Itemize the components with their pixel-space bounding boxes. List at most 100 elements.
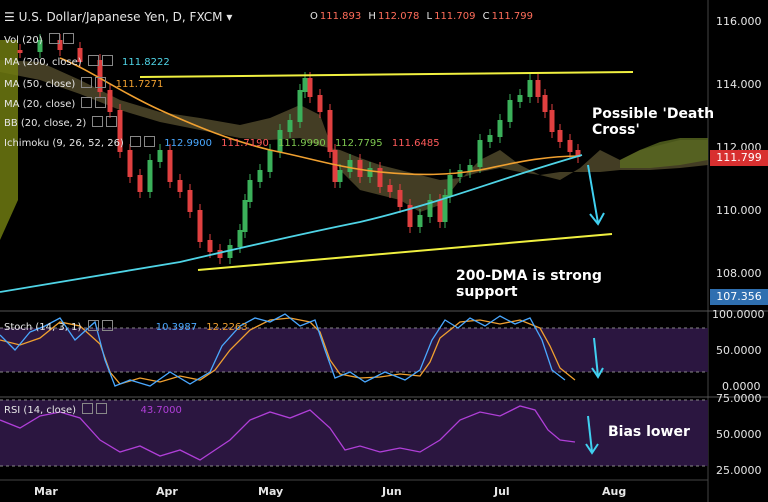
close-icon[interactable] [101, 55, 113, 66]
settings-icon[interactable] [87, 320, 99, 331]
candle-body [437, 200, 443, 222]
candle-body [127, 150, 133, 177]
close-icon[interactable] [62, 33, 74, 44]
support-trendline [197, 233, 613, 271]
close-icon[interactable] [101, 320, 113, 331]
candle-body [347, 160, 353, 172]
ichimoku-cloud-green [620, 138, 708, 168]
settings-icon[interactable] [130, 136, 142, 147]
candle-body [227, 245, 233, 258]
settings-icon[interactable] [87, 55, 99, 66]
close-icon[interactable] [96, 403, 108, 414]
candle-body [542, 95, 548, 112]
candle-body [247, 180, 253, 202]
close-icon[interactable] [95, 77, 107, 88]
close-icon[interactable] [106, 116, 118, 127]
ohlc-open-label: O [310, 11, 318, 22]
support-line-1: 200-DMA is strong [456, 268, 602, 284]
stoch-tick-100: 100.0000 [712, 308, 765, 321]
candle-body [207, 240, 213, 252]
x-tick-apr: Apr [156, 485, 178, 498]
settings-icon[interactable] [48, 33, 60, 44]
menu-icon[interactable]: ☰ [4, 10, 15, 24]
rsi-line [0, 405, 576, 461]
x-tick-aug: Aug [602, 485, 627, 498]
ohlc-high-label: H [368, 11, 376, 22]
candle-body [57, 40, 63, 50]
candle-body [147, 160, 153, 192]
indicator-rsi-label: RSI (14, close) [4, 405, 77, 416]
ohlc-low-label: L [426, 11, 433, 22]
indicator-ma50-value: 111.7271 [115, 79, 164, 90]
death-cross-line-1: Possible 'Death [592, 106, 715, 122]
arrow-rsi [585, 415, 599, 455]
rsi-tick-50: 50.0000 [716, 428, 762, 441]
candle-body [187, 190, 193, 212]
chevron-down-icon[interactable]: ▾ [226, 10, 233, 24]
ohlc-high-value: 112.078 [377, 11, 420, 22]
rsi-value: 43.7000 [140, 405, 182, 416]
indicator-stoch-label: Stoch (14, 3, 1) [4, 322, 82, 333]
x-tick-may: May [258, 485, 284, 498]
close-icon[interactable] [144, 136, 156, 147]
candle-body [549, 110, 555, 132]
candle-body [397, 190, 403, 207]
current-price-badge: 111.799 [710, 150, 768, 166]
candle-body [442, 195, 448, 222]
ohlc-open-value: 111.893 [319, 11, 362, 22]
bias-annotation: Bias lower [608, 424, 690, 440]
chart-title-text: U.S. Dollar/Japanese Yen, D, FXCM [18, 10, 223, 24]
price-tick: 114.000 [716, 78, 762, 91]
candle-body [497, 120, 503, 137]
stoch-k-value: 10.3987 [155, 322, 198, 333]
candle-body [447, 175, 453, 197]
indicator-rsi[interactable]: RSI (14, close) 43.7000 [4, 403, 182, 416]
ichimoku-value-1: 112.9900 [164, 138, 212, 149]
price-tick: 116.000 [716, 15, 762, 28]
candle-body [507, 100, 513, 122]
arrow-stoch [591, 337, 604, 379]
candle-body [157, 150, 163, 162]
rsi-tick-75: 75.0000 [716, 392, 762, 405]
stoch-band [0, 328, 708, 372]
settings-icon[interactable] [81, 97, 93, 108]
indicator-vol-label: Vol (20) [4, 35, 43, 46]
x-tick-jul: Jul [494, 485, 510, 498]
candle-body [257, 170, 263, 182]
indicator-ma20-label: MA (20, close) [4, 99, 76, 110]
candle-body [307, 78, 313, 97]
candle-body [527, 80, 533, 97]
ohlc-close-label: C [482, 11, 490, 22]
price-tick: 110.000 [716, 204, 762, 217]
resistance-trendline [139, 71, 634, 78]
indicator-vol[interactable]: Vol (20) [4, 33, 74, 46]
stoch-k-line [0, 313, 566, 387]
candle-body [517, 95, 523, 102]
stoch-tick-50: 50.0000 [716, 344, 762, 357]
candle-body [427, 200, 433, 217]
candle-body [557, 130, 563, 142]
settings-icon[interactable] [92, 116, 104, 127]
candle-body [332, 150, 338, 182]
indicator-bb[interactable]: BB (20, close, 2) [4, 116, 118, 129]
death-cross-annotation: Possible 'Death Cross' [592, 106, 714, 138]
candle-body [467, 165, 473, 172]
indicator-ma200[interactable]: MA (200, close) 111.8222 [4, 55, 170, 68]
settings-icon[interactable] [81, 77, 93, 88]
ichimoku-value-4: 112.7795 [334, 138, 383, 149]
indicator-ma200-label: MA (200, close) [4, 57, 82, 68]
candle-body [77, 48, 83, 62]
close-icon[interactable] [95, 97, 107, 108]
indicator-ichimoku[interactable]: Ichimoku (9, 26, 52, 26) 112.9900 111.71… [4, 136, 440, 149]
candle-body [377, 168, 383, 187]
candle-body [337, 170, 343, 182]
indicator-ma20[interactable]: MA (20, close) [4, 97, 107, 110]
candle-body [267, 150, 273, 172]
indicator-stoch[interactable]: Stoch (14, 3, 1) 10.3987 12.2263 [4, 320, 248, 333]
ma50-line [59, 57, 581, 176]
indicator-ma50[interactable]: MA (50, close) 111.7271 [4, 77, 163, 90]
candle-body [277, 130, 283, 152]
settings-icon[interactable] [82, 403, 94, 414]
chart-title: ☰ U.S. Dollar/Japanese Yen, D, FXCM ▾ [4, 10, 232, 24]
